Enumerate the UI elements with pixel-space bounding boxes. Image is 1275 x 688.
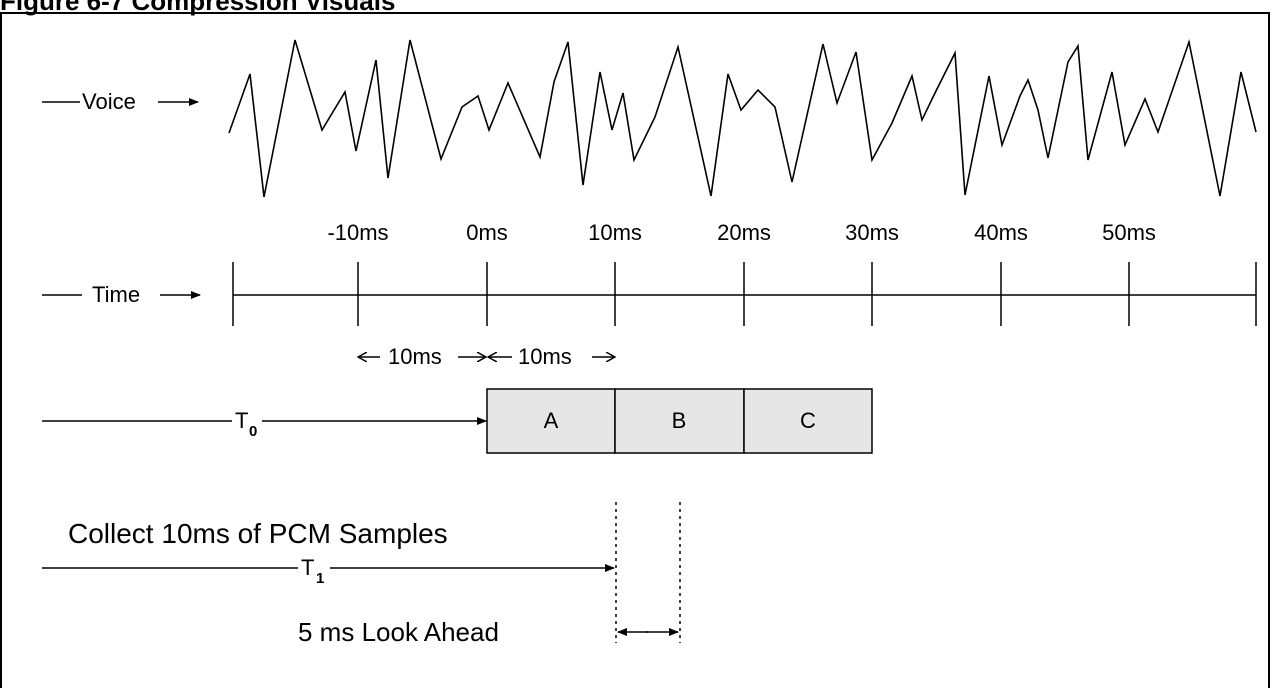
tick-label-0: -10ms <box>327 220 388 245</box>
interval-right-label: 10ms <box>518 344 572 369</box>
tick-label-6: 50ms <box>1102 220 1156 245</box>
tick-label-5: 40ms <box>974 220 1028 245</box>
collect-samples-label: Collect 10ms of PCM Samples <box>68 518 448 549</box>
interval-left-label: 10ms <box>388 344 442 369</box>
tick-label-1: 0ms <box>466 220 508 245</box>
frame-c-label: C <box>800 408 816 433</box>
tick-label-4: 30ms <box>845 220 899 245</box>
t1-subscript: 1 <box>316 570 324 587</box>
t0-label: T <box>235 408 248 433</box>
lookahead-label: 5 ms Look Ahead <box>298 617 499 647</box>
time-label: Time <box>92 282 140 307</box>
frame-c-box <box>743 388 873 454</box>
t0-subscript: 0 <box>249 423 257 440</box>
t1-label: T <box>301 555 314 580</box>
voice-waveform <box>228 38 1257 198</box>
frame-a-box <box>486 388 616 454</box>
frame-b-label: B <box>672 408 687 433</box>
voice-label: Voice <box>82 89 136 114</box>
frame-a-label: A <box>544 408 559 433</box>
figure-frame <box>0 12 1270 688</box>
tick-label-3: 20ms <box>717 220 771 245</box>
tick-label-2: 10ms <box>588 220 642 245</box>
